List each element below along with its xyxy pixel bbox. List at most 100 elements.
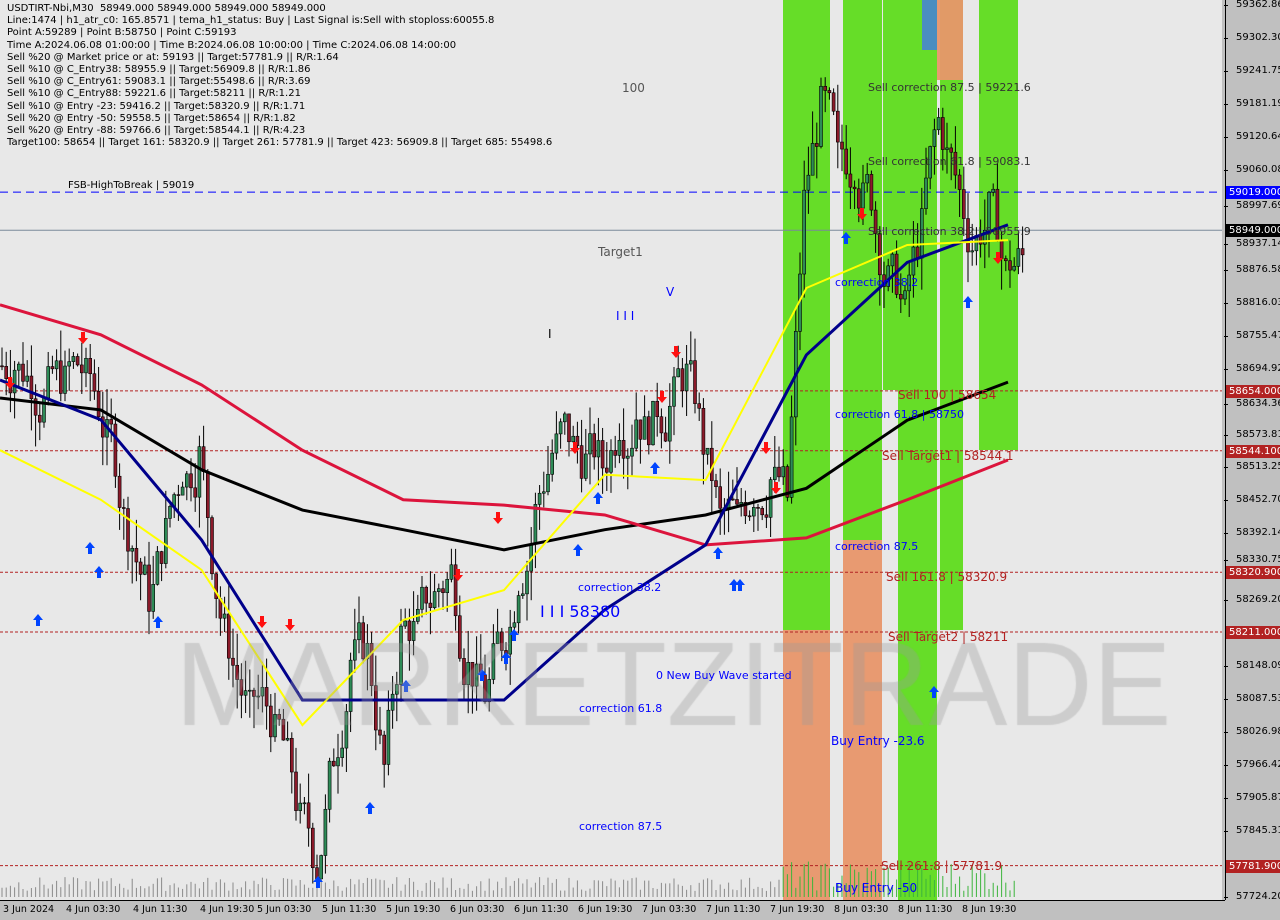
candle-body <box>201 446 206 472</box>
annotation-s1618: Sell 161.8 | 58320.9 <box>886 570 1008 584</box>
candle-body <box>231 657 235 666</box>
annotation-rc382: correction 38.2 <box>835 276 919 289</box>
candle-body <box>735 499 739 505</box>
candle-body <box>407 620 412 641</box>
candle-body <box>273 714 277 738</box>
candle-body <box>185 473 189 488</box>
candle-body <box>189 473 193 489</box>
annotation-s2618: Sell 261.8 | 57781.9 <box>881 859 1003 873</box>
candle-body <box>58 360 63 394</box>
candle-body <box>369 643 374 686</box>
candle-body <box>382 734 387 765</box>
candle-body <box>852 186 857 190</box>
annotation-target1: Target1 <box>598 245 643 259</box>
annotation-c618: correction 61.8 <box>579 702 663 715</box>
candle-body <box>248 689 252 692</box>
candle-body <box>294 771 298 811</box>
candle-body <box>877 233 882 276</box>
candle-body <box>730 498 735 501</box>
zone-band <box>843 540 882 900</box>
up-arrow-icon <box>593 492 603 504</box>
candle-body <box>940 117 945 150</box>
price-level-badge: 59019.000 <box>1226 186 1280 200</box>
annotation-n100: 100 <box>622 81 645 95</box>
up-arrow-icon <box>94 566 104 578</box>
candle-body <box>306 802 311 829</box>
candle-body <box>12 369 17 394</box>
candle-body <box>466 662 471 685</box>
info-line: Time A:2024.06.08 01:00:00 | Time B:2024… <box>7 39 457 51</box>
candle-body <box>495 631 500 644</box>
annotation-fsb: FSB-HighToBreak | 59019 <box>68 180 195 191</box>
candle-body <box>760 508 765 516</box>
candle-body <box>130 548 134 552</box>
candle-body <box>147 564 151 612</box>
candle-body <box>386 709 391 765</box>
candle-body <box>680 368 685 392</box>
x-tick-label: 4 Jun 19:30 <box>200 904 255 915</box>
y-tick-label: 58634.365 <box>1223 398 1280 410</box>
candle-body <box>558 421 563 435</box>
up-arrow-icon <box>963 296 973 308</box>
candle-body <box>592 433 597 458</box>
candle-body <box>714 480 718 487</box>
candle-body <box>96 390 101 418</box>
candle-body <box>546 473 550 493</box>
candle-body <box>491 643 496 680</box>
annotation-c382: correction 38.2 <box>578 581 662 594</box>
y-tick-label: 58937.140 <box>1223 238 1280 250</box>
candle-body <box>394 684 399 695</box>
info-line: Sell %10 @ C_Entry88: 59221.6 || Target:… <box>7 88 301 100</box>
axis-line <box>1225 0 1226 900</box>
candle-body <box>810 143 815 176</box>
candle-body <box>256 695 261 698</box>
info-line: Point A:59289 | Point B:58750 | Point C:… <box>7 27 237 39</box>
candle-body <box>243 690 248 696</box>
symbol-title: USDTIRT-Nbi,M30 58949.000 58949.000 5894… <box>7 3 326 14</box>
down-arrow-icon <box>493 512 503 524</box>
annotation-bar1: I <box>548 327 552 341</box>
candle-body <box>533 504 538 545</box>
candle-body <box>751 507 756 517</box>
zone-band <box>922 0 937 50</box>
candle-body <box>80 364 84 374</box>
candle-body <box>688 360 693 365</box>
candle-body <box>239 679 244 696</box>
y-tick-label: 58816.030 <box>1223 297 1280 309</box>
candle-body <box>621 440 626 459</box>
candle-body <box>890 253 895 267</box>
annotation-sc382: Sell correction 38.2 | 58955.9 <box>868 225 1031 238</box>
candle-body <box>4 365 8 379</box>
down-arrow-icon <box>78 332 88 344</box>
candle-body <box>957 174 962 190</box>
candle-body <box>281 718 286 741</box>
annotation-v: V <box>666 285 675 299</box>
candle-body <box>651 400 655 446</box>
candle-body <box>512 622 517 628</box>
up-arrow-icon <box>85 542 95 554</box>
candle-body <box>122 507 126 509</box>
chart-plot-area[interactable]: USDTIRT-Nbi,M30 58949.000 58949.000 5894… <box>0 0 1222 900</box>
x-tick-label: 4 Jun 03:30 <box>66 904 121 915</box>
candle-body <box>617 440 622 456</box>
candle-body <box>323 808 328 856</box>
down-arrow-icon <box>771 482 781 494</box>
candle-body <box>176 494 181 496</box>
candle-body <box>155 551 160 585</box>
candle-body <box>579 445 584 479</box>
candle-body <box>642 416 647 440</box>
candle-body <box>802 189 807 275</box>
candle-body <box>508 626 513 655</box>
annotation-st1: Sell Target1 | 58544.1 <box>882 449 1014 463</box>
candle-body <box>143 564 147 575</box>
candle-body <box>75 356 80 366</box>
candle-body <box>327 760 332 810</box>
candle-body <box>344 711 349 749</box>
y-tick-label: 58087.535 <box>1223 693 1280 705</box>
price-axis[interactable]: 59362.860 59302.305 59241.750 59181.195 5912… <box>1222 0 1280 920</box>
candle-body <box>840 141 844 150</box>
candle-body <box>932 129 937 147</box>
candle-body <box>92 373 97 392</box>
y-tick-label: 57905.870 <box>1223 792 1280 804</box>
annotation-c875: correction 87.5 <box>579 820 663 833</box>
